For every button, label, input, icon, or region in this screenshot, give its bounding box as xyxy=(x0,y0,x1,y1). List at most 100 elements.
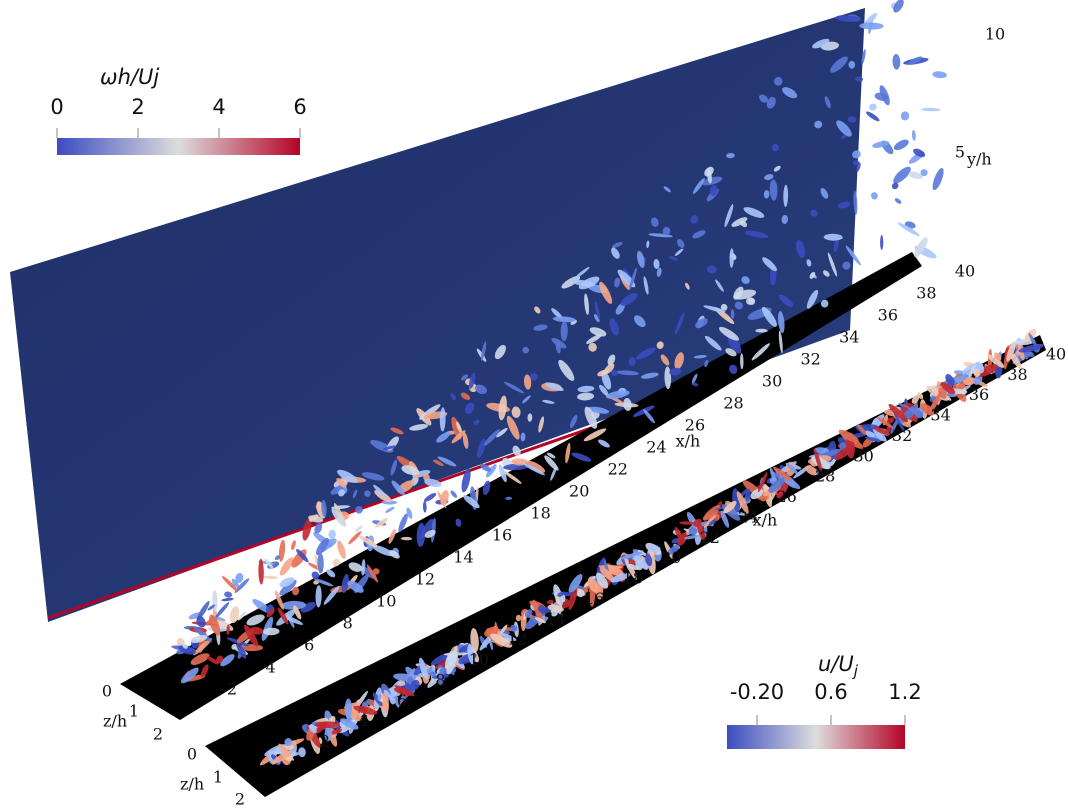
vortex xyxy=(857,424,867,435)
vortex xyxy=(352,489,358,499)
x-tick-label: 26 xyxy=(685,416,705,435)
vortex xyxy=(266,608,275,618)
vortex xyxy=(314,522,323,534)
vortex xyxy=(893,0,904,13)
vortex xyxy=(557,591,565,597)
z-axis-label: z/h xyxy=(103,712,127,731)
vortex xyxy=(890,419,898,434)
vortex xyxy=(348,562,363,572)
vortex xyxy=(461,374,468,381)
vortex xyxy=(568,586,578,611)
vortex xyxy=(309,514,319,522)
vortex xyxy=(893,411,906,434)
vortex xyxy=(317,552,324,574)
vortex xyxy=(827,252,838,277)
vortex xyxy=(848,60,856,69)
vortex xyxy=(774,76,783,86)
vortex xyxy=(212,590,218,612)
x-tick-label: 4 xyxy=(358,711,368,730)
colorbar-tick-label: 0.6 xyxy=(814,680,847,704)
vortex xyxy=(833,237,839,253)
vortex xyxy=(893,139,909,151)
vortex xyxy=(1018,344,1044,353)
vortex xyxy=(598,439,610,448)
vortex xyxy=(422,501,427,513)
vortex xyxy=(893,166,911,184)
vortex xyxy=(377,693,382,701)
vortex xyxy=(512,445,521,457)
vortex xyxy=(771,143,779,152)
vortex xyxy=(611,247,620,259)
vortex xyxy=(470,628,479,653)
vortex xyxy=(207,656,219,665)
vortex xyxy=(511,406,521,418)
vortex xyxy=(533,324,548,331)
vortex xyxy=(646,240,650,249)
vortex xyxy=(669,367,682,376)
vortex xyxy=(221,576,239,592)
vortex xyxy=(740,353,744,370)
x-tick-label: 32 xyxy=(801,350,821,369)
vortex xyxy=(773,466,792,481)
vortex xyxy=(279,579,297,596)
vortex xyxy=(523,374,532,390)
vortex xyxy=(323,586,340,605)
vortex xyxy=(461,468,471,493)
vortex xyxy=(366,564,379,583)
vortex xyxy=(620,551,643,560)
vortex xyxy=(561,594,566,603)
vortex xyxy=(663,186,671,193)
vortex xyxy=(973,374,983,385)
vortex xyxy=(769,467,777,485)
vortex xyxy=(393,687,413,696)
colorbar-tick-label: 6 xyxy=(293,95,306,119)
vortex xyxy=(599,281,613,304)
vortex xyxy=(292,586,300,596)
vortex xyxy=(704,359,709,368)
vortex xyxy=(616,370,639,376)
vortex xyxy=(866,111,880,122)
vortex xyxy=(614,277,620,288)
vortex xyxy=(615,302,625,315)
vortex xyxy=(224,591,233,598)
vortex xyxy=(321,499,327,517)
vortex xyxy=(264,558,274,570)
colorbar xyxy=(727,725,905,749)
vortex xyxy=(640,372,659,379)
vortex xyxy=(776,478,790,499)
vortex xyxy=(473,419,480,425)
vortex xyxy=(629,267,637,290)
vortex xyxy=(823,233,843,241)
vortex xyxy=(337,469,358,483)
vortex xyxy=(859,22,884,30)
vortex xyxy=(715,279,724,292)
vortex xyxy=(723,500,737,514)
vortex xyxy=(897,222,920,237)
x-tick-label: 18 xyxy=(530,504,550,523)
x-tick-label: 22 xyxy=(608,460,628,479)
vortex xyxy=(886,417,895,424)
vortex xyxy=(572,279,596,287)
vortex xyxy=(330,485,345,495)
vortex xyxy=(730,309,735,319)
vortex xyxy=(599,567,614,581)
vortex xyxy=(355,525,363,532)
vortex xyxy=(180,667,199,684)
x-axis-label: x/h xyxy=(753,511,778,530)
x-tick-label: 6 xyxy=(397,691,407,710)
vortex xyxy=(455,518,462,527)
vortex xyxy=(482,480,491,496)
vortex xyxy=(182,643,188,649)
vortex xyxy=(341,573,349,594)
vortex xyxy=(252,599,271,613)
vortex xyxy=(409,424,428,431)
vortex xyxy=(545,382,564,391)
vortex xyxy=(298,747,306,758)
vortex xyxy=(814,449,823,473)
vortex xyxy=(372,545,395,557)
vortex xyxy=(463,495,480,509)
vortex xyxy=(690,215,699,224)
vortex xyxy=(762,257,777,272)
vortex xyxy=(729,248,734,268)
